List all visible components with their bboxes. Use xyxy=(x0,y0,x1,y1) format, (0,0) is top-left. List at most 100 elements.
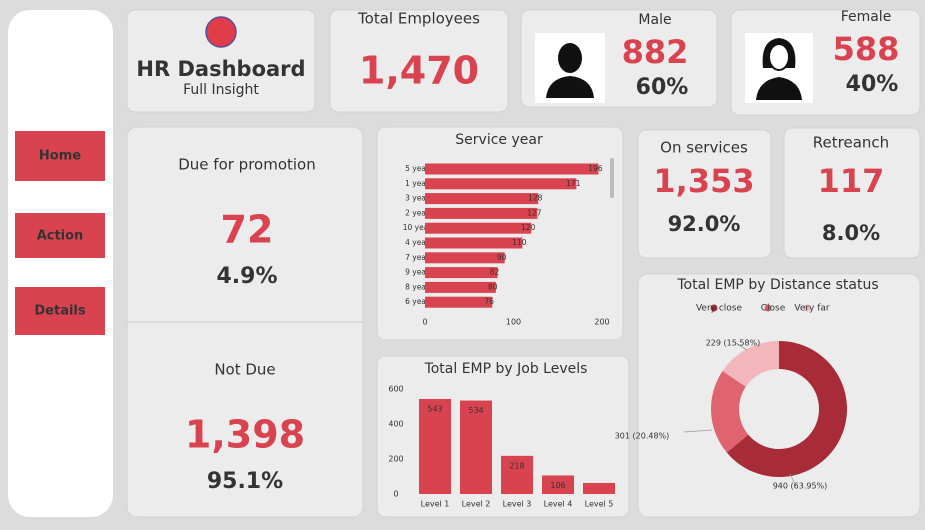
bar xyxy=(425,207,538,219)
category-label: 6 years xyxy=(405,297,433,306)
chart-title: Total EMP by Distance status xyxy=(676,277,878,293)
card-value: 1,353 xyxy=(653,162,754,200)
legend-label: Very far xyxy=(794,304,830,314)
slice xyxy=(722,341,779,387)
category-label: 1 years xyxy=(405,179,433,188)
bar xyxy=(425,237,523,249)
bar xyxy=(425,222,532,234)
legend-swatch xyxy=(710,304,718,312)
female-icon xyxy=(756,38,802,100)
category-label: 7 years xyxy=(405,253,433,262)
legend-swatch xyxy=(764,304,772,312)
x-tick-label: 0 xyxy=(422,318,427,327)
x-tick-label: Level 2 xyxy=(462,500,491,509)
scrollbar xyxy=(610,158,614,198)
card-label: Due for promotion xyxy=(178,156,316,174)
card-share: 40% xyxy=(846,72,899,97)
category-label: 2 years xyxy=(405,208,433,217)
card-share: 8.0% xyxy=(822,221,880,245)
value-label: 171 xyxy=(566,179,581,188)
x-tick-label: 100 xyxy=(506,318,521,327)
bar xyxy=(425,193,539,205)
bar xyxy=(425,267,498,279)
logo xyxy=(205,16,237,48)
y-tick-label: 400 xyxy=(388,420,403,429)
card-share: 92.0% xyxy=(668,212,741,236)
nav-action[interactable]: Action xyxy=(15,213,105,258)
legend-swatch xyxy=(803,304,811,312)
card-label: Total Employees xyxy=(357,10,480,28)
bar xyxy=(583,482,615,494)
x-tick-label: Level 4 xyxy=(544,500,573,509)
card-label: On services xyxy=(660,139,748,157)
nav-label[interactable]: Action xyxy=(37,229,84,244)
x-tick-label: Level 5 xyxy=(585,500,614,509)
distance-chart-card xyxy=(637,273,921,518)
y-tick-label: 0 xyxy=(393,490,398,499)
y-tick-label: 600 xyxy=(388,385,403,394)
legend-label: Very close xyxy=(696,304,743,314)
value-label: 534 xyxy=(468,406,483,415)
category-label: 8 years xyxy=(405,282,433,291)
card-share: 95.1% xyxy=(207,469,283,494)
subtitle: Full Insight xyxy=(183,82,259,98)
bar xyxy=(460,400,492,494)
x-tick-label: Level 1 xyxy=(421,500,450,509)
leader-line xyxy=(683,429,713,433)
bar xyxy=(419,398,451,494)
bar xyxy=(501,455,533,494)
card-label: Female xyxy=(841,9,892,25)
category-label: 9 years xyxy=(405,268,433,277)
value-label: 128 xyxy=(528,194,543,203)
nav-button[interactable] xyxy=(15,287,105,335)
bar xyxy=(425,178,577,190)
bar xyxy=(425,281,496,293)
value-label: 940 (63.95%) xyxy=(773,482,828,491)
value-label: 120 xyxy=(521,223,536,232)
x-tick-label: 200 xyxy=(594,318,609,327)
retreanch-card xyxy=(783,127,921,259)
nav-button[interactable] xyxy=(15,131,105,181)
value-label: 229 (15.58%) xyxy=(706,339,761,348)
title: HR Dashboard xyxy=(136,57,305,81)
card-value: 882 xyxy=(622,33,689,71)
y-tick-label: 200 xyxy=(388,455,403,464)
value-label: 301 (20.48%) xyxy=(615,432,670,441)
card-share: 4.9% xyxy=(216,264,277,289)
value-label: 127 xyxy=(527,208,542,217)
card-label: Retreanch xyxy=(813,134,889,152)
bar xyxy=(425,252,505,264)
category-label: 5 years xyxy=(405,164,433,173)
chart-title: Service year xyxy=(455,132,543,148)
legend-label: Close xyxy=(761,304,786,314)
value-label: 543 xyxy=(427,404,442,413)
nav-label[interactable]: Home xyxy=(39,149,81,164)
card-value: 72 xyxy=(221,208,274,252)
card-label: Male xyxy=(638,12,671,28)
leader-line xyxy=(789,473,797,487)
category-label: 3 years xyxy=(405,194,433,203)
bar xyxy=(425,163,599,175)
total-card xyxy=(329,9,509,113)
slice xyxy=(726,341,848,477)
nav-details[interactable]: Details xyxy=(15,287,105,335)
nav-home[interactable]: Home xyxy=(15,131,105,181)
nav-button[interactable] xyxy=(15,213,105,258)
card-value: 588 xyxy=(833,30,900,68)
sidebar xyxy=(8,10,113,517)
card-value: 117 xyxy=(818,162,885,200)
value-label: 82 xyxy=(490,268,500,277)
category-label: 10 years xyxy=(403,223,436,232)
card-label: Not Due xyxy=(214,361,275,379)
value-label: 80 xyxy=(488,282,498,291)
card-value: 1,398 xyxy=(185,413,305,457)
value-label: 196 xyxy=(588,164,603,173)
slice xyxy=(711,371,749,453)
category-label: 4 years xyxy=(405,238,433,247)
card-value: 1,470 xyxy=(359,49,479,93)
value-label: 110 xyxy=(512,238,527,247)
chart-title: Total EMP by Job Levels xyxy=(424,361,588,377)
nav-label[interactable]: Details xyxy=(34,304,86,319)
x-tick-label: Level 3 xyxy=(503,500,532,509)
value-label: 76 xyxy=(484,297,494,306)
